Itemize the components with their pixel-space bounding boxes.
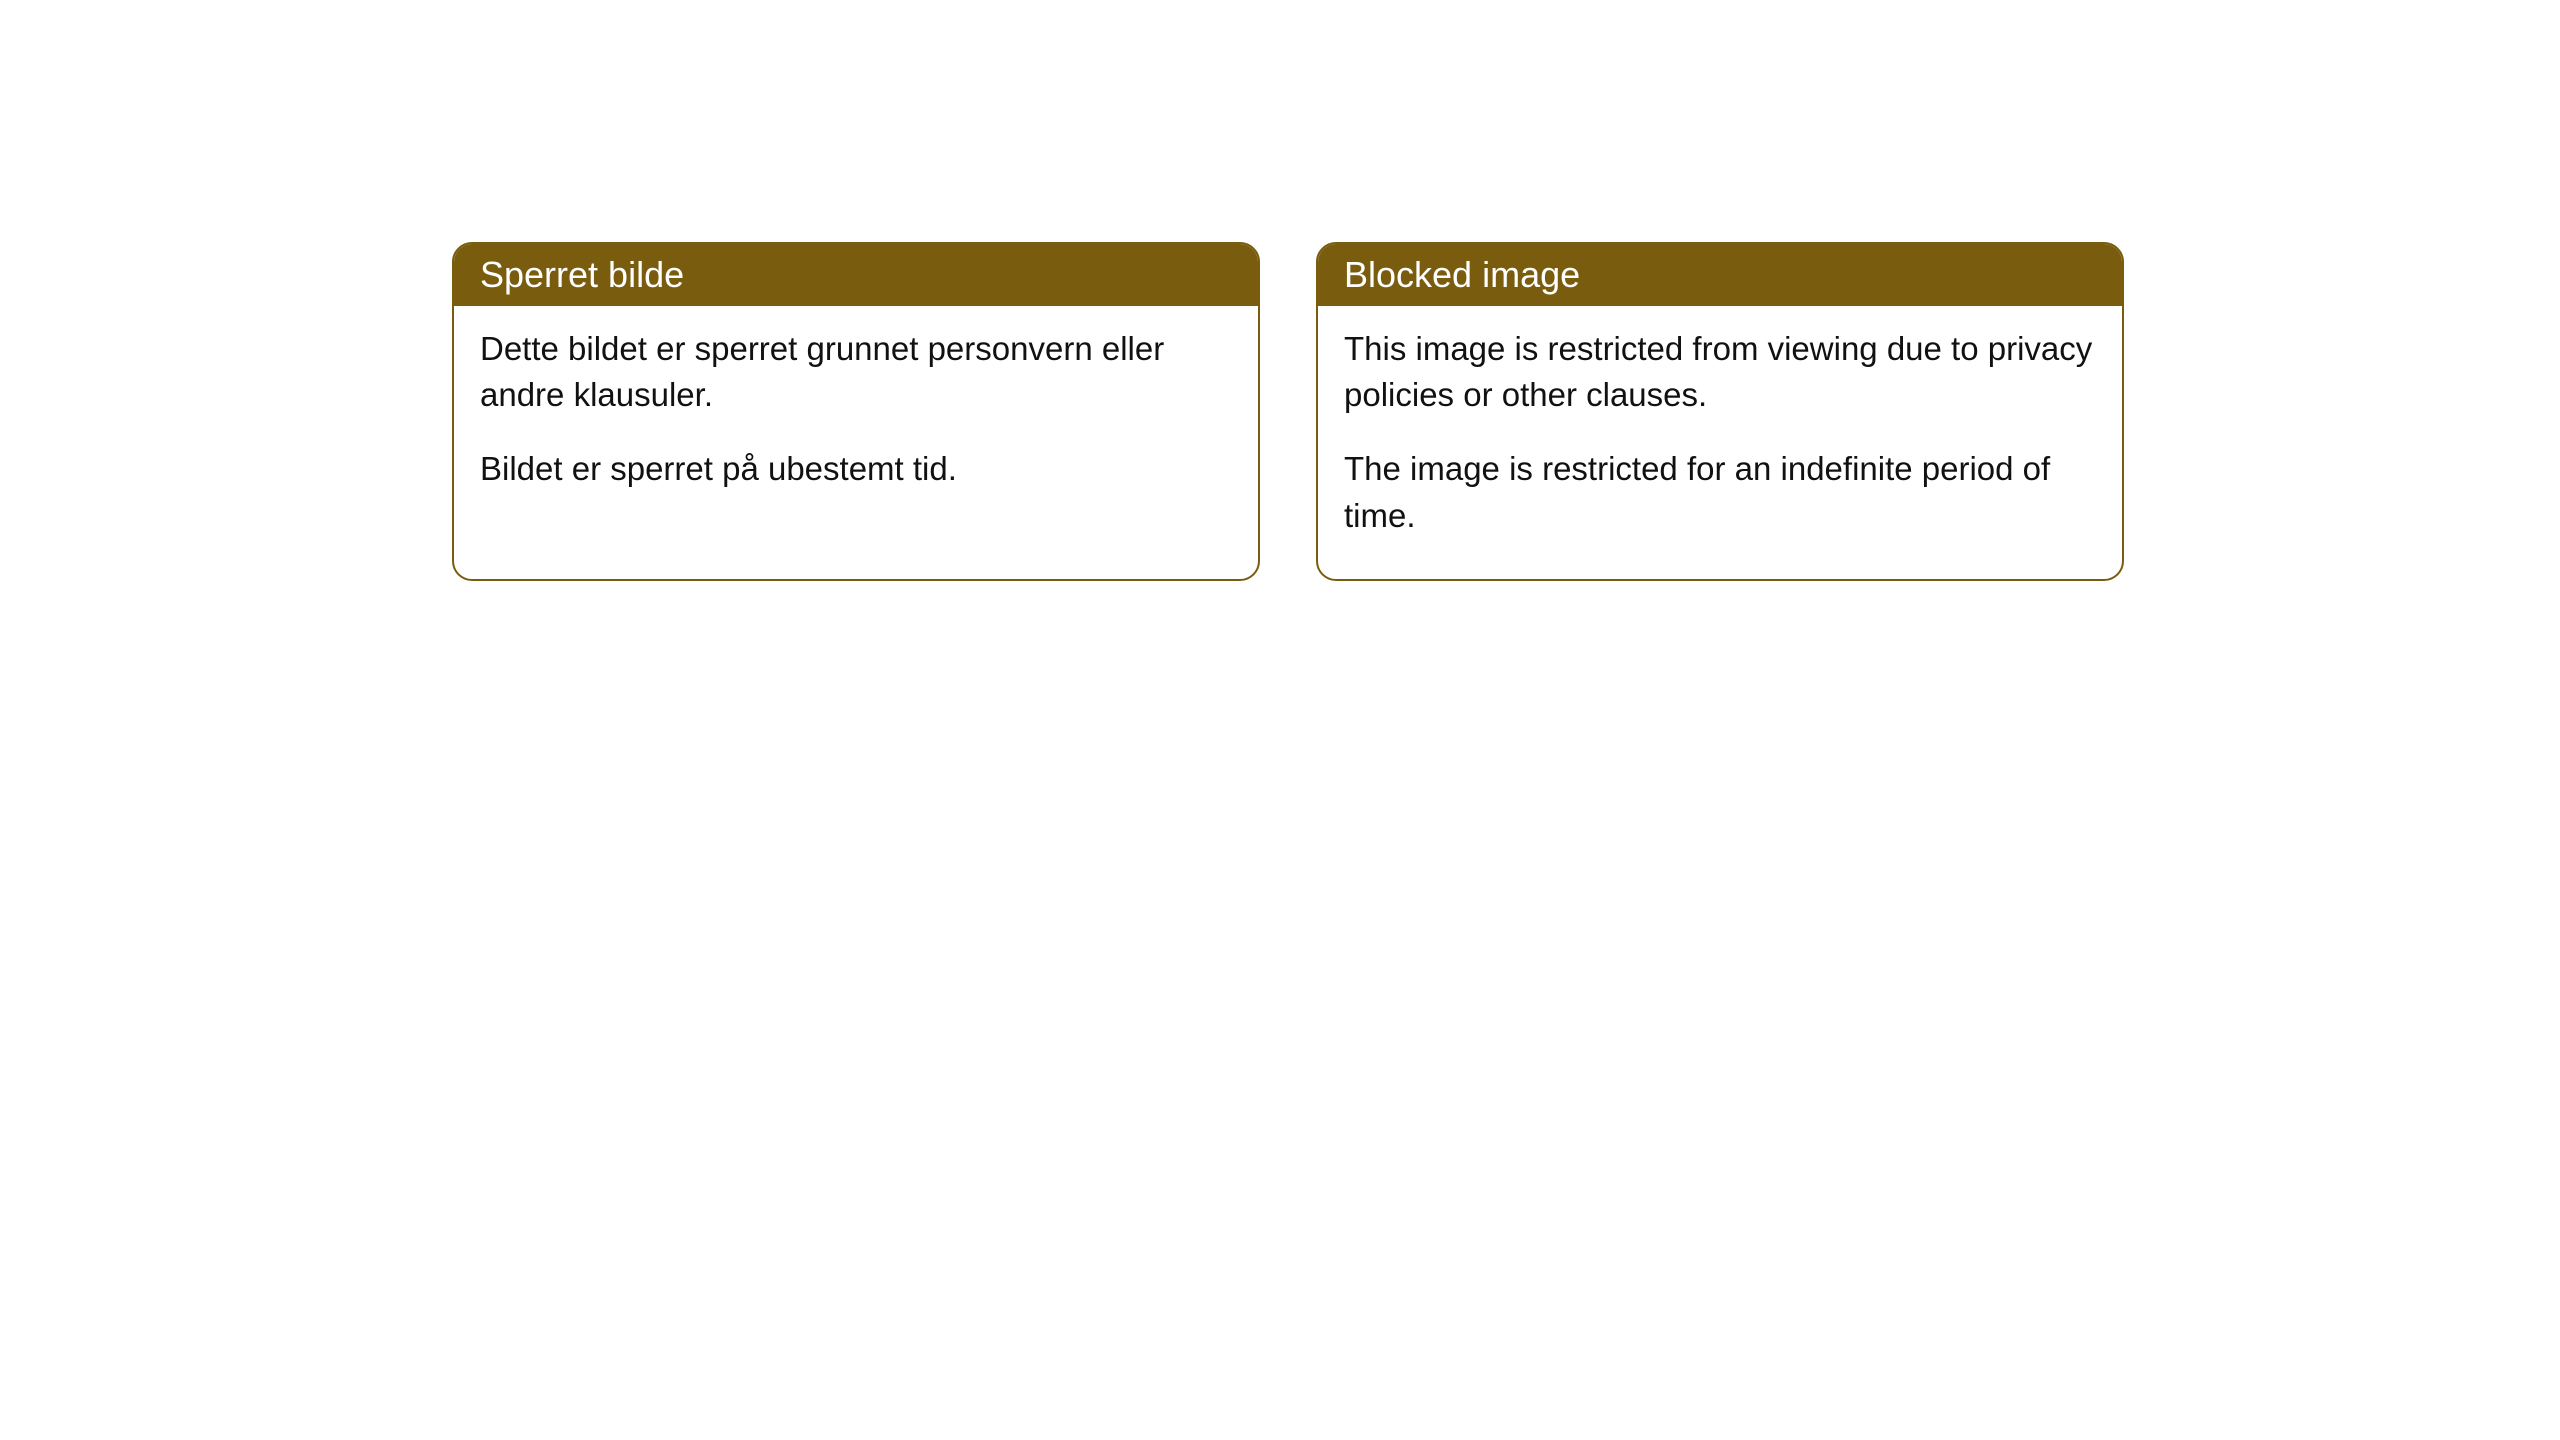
- notice-container: Sperret bilde Dette bildet er sperret gr…: [452, 242, 2124, 581]
- notice-card-english: Blocked image This image is restricted f…: [1316, 242, 2124, 581]
- notice-body: This image is restricted from viewing du…: [1318, 306, 2122, 579]
- notice-paragraph: Dette bildet er sperret grunnet personve…: [480, 326, 1232, 418]
- notice-header: Sperret bilde: [454, 244, 1258, 306]
- notice-header: Blocked image: [1318, 244, 2122, 306]
- notice-paragraph: The image is restricted for an indefinit…: [1344, 446, 2096, 538]
- notice-card-norwegian: Sperret bilde Dette bildet er sperret gr…: [452, 242, 1260, 581]
- notice-paragraph: Bildet er sperret på ubestemt tid.: [480, 446, 1232, 492]
- notice-paragraph: This image is restricted from viewing du…: [1344, 326, 2096, 418]
- notice-body: Dette bildet er sperret grunnet personve…: [454, 306, 1258, 533]
